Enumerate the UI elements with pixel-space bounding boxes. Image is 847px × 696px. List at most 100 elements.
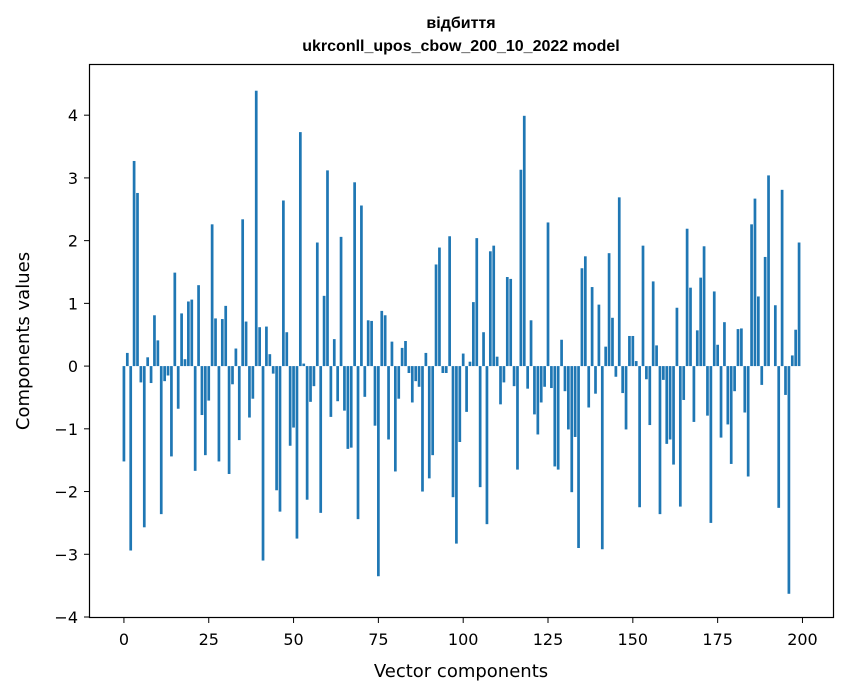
- bar: [125, 352, 129, 367]
- bar: [142, 366, 146, 528]
- x-axis-label: Vector components: [374, 661, 548, 682]
- bar: [400, 347, 404, 367]
- bar: [580, 268, 584, 367]
- bar: [176, 366, 180, 409]
- bar: [461, 353, 465, 367]
- bar: [746, 366, 750, 477]
- bar: [777, 366, 781, 508]
- bar: [193, 366, 197, 471]
- bar: [343, 366, 346, 411]
- bar: [159, 366, 163, 515]
- bar: [332, 339, 336, 367]
- bar: [377, 366, 380, 577]
- bar: [129, 366, 133, 551]
- bar: [458, 366, 462, 442]
- bar: [170, 366, 173, 457]
- bar: [743, 366, 747, 413]
- bar: [729, 366, 733, 464]
- bar: [214, 318, 217, 367]
- bar: [275, 366, 278, 491]
- bar: [790, 355, 794, 367]
- bar: [536, 366, 540, 435]
- bar: [356, 366, 360, 520]
- bar: [522, 115, 526, 367]
- bar: [153, 315, 156, 367]
- chart-title: відбиття: [426, 15, 495, 32]
- bar: [231, 366, 234, 385]
- bar: [519, 169, 523, 367]
- bar: [251, 366, 255, 399]
- bar: [244, 321, 248, 367]
- bar: [254, 90, 258, 367]
- bar: [414, 366, 418, 382]
- bar: [668, 366, 672, 440]
- bar: [733, 366, 736, 392]
- bar: [258, 327, 261, 367]
- bar: [662, 366, 665, 380]
- bar: [682, 366, 686, 400]
- bar: [393, 366, 397, 472]
- bar: [346, 366, 350, 449]
- bar: [577, 366, 580, 548]
- bar: [173, 272, 177, 367]
- bar: [190, 299, 194, 367]
- bar: [597, 304, 601, 367]
- bar: [353, 182, 356, 367]
- bar: [611, 317, 614, 367]
- bar: [740, 328, 743, 367]
- bar: [736, 329, 740, 367]
- bar: [210, 224, 214, 367]
- bar: [180, 313, 183, 367]
- bar: [512, 366, 516, 387]
- bar: [282, 200, 285, 367]
- bar: [628, 335, 631, 367]
- bar: [546, 222, 550, 367]
- bar: [533, 366, 536, 415]
- bar: [699, 277, 703, 367]
- bar: [309, 366, 312, 402]
- y-tick-label: −1: [54, 420, 78, 439]
- bar: [750, 224, 753, 367]
- y-axis-ticks: −4 −3 −2 −1 0 1 2 3 4: [54, 106, 90, 627]
- bar: [478, 366, 482, 488]
- x-tick-label: 200: [787, 630, 818, 649]
- bar: [146, 357, 150, 367]
- y-tick-label: −3: [54, 545, 78, 564]
- bar: [570, 366, 574, 493]
- bar: [658, 366, 662, 515]
- bar: [655, 345, 658, 367]
- bar: [383, 315, 387, 367]
- bar: [553, 366, 557, 467]
- bar: [550, 366, 553, 389]
- bar: [132, 160, 136, 367]
- bar: [648, 366, 652, 426]
- bar: [292, 366, 295, 428]
- bar: [227, 366, 231, 474]
- bar: [149, 366, 153, 384]
- bar: [665, 366, 669, 444]
- bar: [587, 366, 591, 408]
- bar: [583, 256, 587, 367]
- bar: [638, 366, 641, 508]
- bar: [261, 366, 265, 561]
- bar: [702, 246, 706, 367]
- bar: [268, 354, 272, 367]
- bar: [370, 320, 373, 367]
- bar: [217, 366, 221, 462]
- bar: [492, 245, 496, 367]
- bar: [675, 307, 679, 367]
- bar: [163, 366, 166, 382]
- bar: [166, 366, 170, 376]
- bar: [156, 340, 160, 367]
- bar: [312, 366, 316, 387]
- bar: [248, 366, 251, 418]
- y-tick-label: 2: [68, 232, 78, 251]
- bar: [363, 366, 367, 397]
- bar: [678, 366, 682, 507]
- bar: [505, 277, 509, 367]
- bar: [187, 301, 190, 367]
- bar: [319, 366, 323, 513]
- bar: [773, 305, 777, 367]
- x-tick-label: 100: [448, 630, 479, 649]
